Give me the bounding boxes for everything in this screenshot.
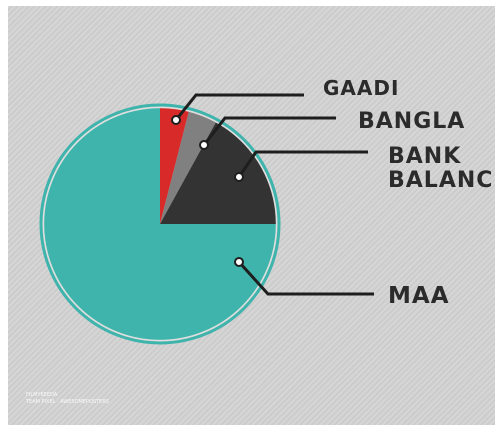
- leader-line-bangla: [202, 116, 336, 146]
- slice-marker-bangla: [199, 140, 209, 150]
- leader-line-maa: [237, 260, 374, 296]
- pie-slice-bank-balance: [160, 122, 276, 224]
- pie-slice-gaadi: [160, 107, 189, 224]
- slice-marker-maa: [234, 257, 244, 267]
- pie-inner-highlight: [42, 106, 278, 342]
- slice-marker-bank-balance: [234, 172, 244, 182]
- slice-label-maa: MAA: [388, 283, 450, 309]
- pie-outer-ring: [39, 103, 281, 345]
- pie-slice-maa: [44, 108, 276, 340]
- leader-line-bank-balance: [237, 150, 368, 178]
- leader-line-gaadi: [174, 93, 304, 121]
- pie-slice-bangla: [160, 111, 216, 224]
- slice-label-gaadi: GAADI: [323, 76, 399, 100]
- slice-marker-gaadi: [171, 115, 181, 125]
- slice-label-bangla: BANGLA: [358, 109, 465, 134]
- footer-credit-line-2: TEAM PIXEL · AWESOMEPOSTERS: [26, 399, 109, 405]
- slice-label-bank-balance: BANKBALANCE: [388, 144, 495, 193]
- footer-credit-line-1: FILMYKEEDA: [26, 392, 58, 398]
